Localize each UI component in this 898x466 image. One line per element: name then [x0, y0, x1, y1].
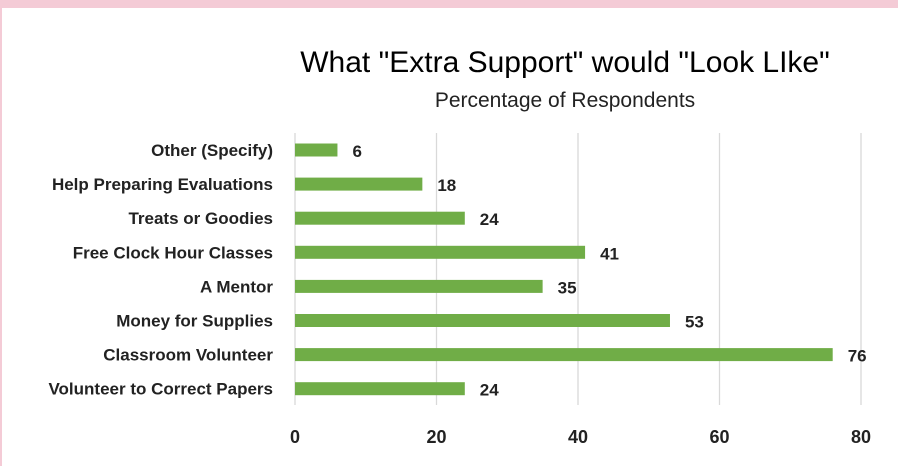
x-tick-label: 60: [709, 427, 729, 447]
category-label: Help Preparing Evaluations: [52, 175, 273, 194]
category-label: Classroom Volunteer: [103, 346, 273, 365]
bar: [295, 382, 465, 396]
data-label: 53: [685, 313, 704, 332]
bar: [295, 177, 423, 191]
data-label: 35: [558, 278, 577, 297]
data-label: 18: [437, 176, 456, 195]
top-accent-band: [0, 0, 898, 8]
category-labels: Other (Specify) Help Preparing Evaluation…: [48, 141, 273, 399]
bar: [295, 279, 543, 293]
x-axis-ticks: 0 20 40 60 80: [290, 427, 871, 447]
category-label: Treats or Goodies: [128, 209, 273, 228]
category-label: Volunteer to Correct Papers: [48, 380, 273, 399]
x-tick-label: 0: [290, 427, 300, 447]
data-label: 24: [480, 210, 499, 229]
x-tick-label: 20: [426, 427, 446, 447]
bar: [295, 245, 586, 259]
bar: [295, 211, 465, 225]
category-label: Money for Supplies: [116, 312, 273, 331]
category-label: Other (Specify): [151, 141, 273, 160]
data-label: 41: [600, 244, 619, 263]
gridlines: [294, 133, 862, 405]
bar: [295, 143, 338, 157]
x-tick-label: 80: [851, 427, 871, 447]
left-accent-band: [0, 8, 2, 466]
x-tick-label: 40: [568, 427, 588, 447]
data-label: 76: [848, 347, 867, 366]
category-label: A Mentor: [200, 277, 273, 296]
category-label: Free Clock Hour Classes: [73, 243, 273, 262]
chart-subtitle: Percentage of Respondents: [435, 89, 695, 112]
chart-title: What "Extra Support" would "Look LIke": [300, 46, 830, 79]
data-label: 6: [352, 142, 361, 161]
bar: [295, 348, 833, 362]
bars: [295, 143, 833, 396]
data-label: 24: [480, 381, 499, 400]
bar: [295, 314, 670, 327]
value-labels: 6 18 24 41 35 53 76 24: [352, 142, 866, 400]
